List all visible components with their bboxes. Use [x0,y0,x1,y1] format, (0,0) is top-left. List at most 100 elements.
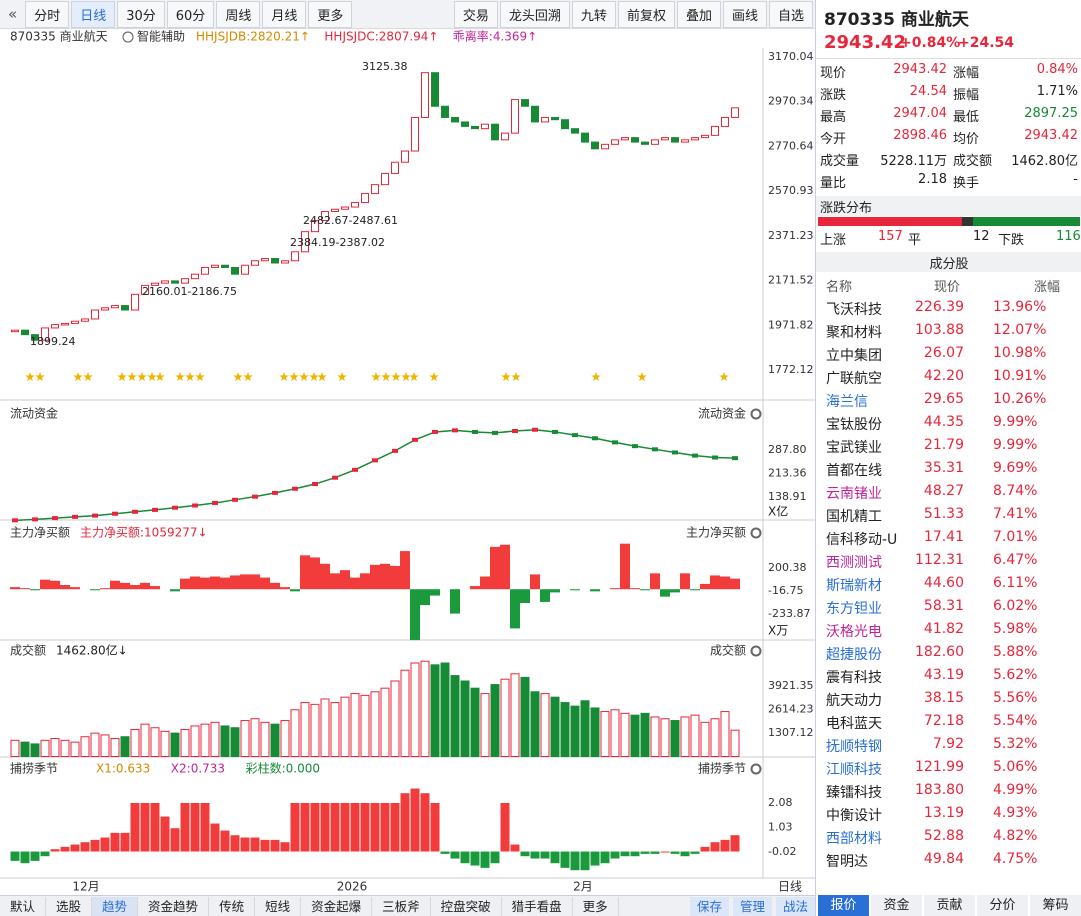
candle [251,260,259,266]
season-bar [420,793,430,852]
quote-title: 870335 商业航天 [824,10,969,30]
netbuy-bar [240,574,250,590]
stock-name[interactable]: 超捷股份 [826,647,882,663]
candle [511,99,519,134]
tool-button[interactable]: 叠加 [676,0,721,28]
settings-icon[interactable] [750,645,762,657]
stock-name[interactable]: 沃格光电 [826,624,882,640]
stock-name[interactable]: 聚和材料 [826,325,882,341]
strategy-tab[interactable]: 资金起爆 [301,896,373,916]
stock-name[interactable]: 东方钽业 [826,601,882,617]
season-bar [680,851,690,857]
stock-change: 7.41% [993,506,1038,522]
action-button[interactable]: 战法 [775,896,815,916]
stock-change: 9.69% [993,460,1038,476]
amount-bar [380,687,390,758]
tool-button[interactable]: 九转 [571,0,616,28]
tool-button[interactable]: 自选 [768,0,813,28]
stock-name[interactable]: 信科移动-U [826,532,898,548]
stock-name[interactable]: 江顺科技 [826,762,882,778]
amount-bar [60,739,70,758]
flow-dot [592,436,598,441]
stock-name[interactable]: 航天动力 [826,693,882,709]
action-button[interactable]: 保存 [689,896,729,916]
panel-tab[interactable]: 筹码 [1030,895,1081,916]
period-tab[interactable]: 周线 [216,0,261,28]
amount-bar [150,727,160,758]
signal-star [409,372,419,381]
strategy-tab[interactable]: 控盘突破 [431,896,502,916]
column-header: 名称 [826,280,853,295]
stock-name[interactable]: 海兰信 [826,394,868,410]
panel-tab[interactable]: 分价 [977,895,1028,916]
strategy-tab[interactable]: 短线 [255,896,302,916]
bottom-bar: 默认 选股 趋势 资金趋势 传统 短线 资金起爆 三板斧 控盘突破 猎手看盘 更多 保存 管理 战法 [0,895,815,916]
stock-name[interactable]: 电科蓝天 [826,716,882,732]
flow-dot [192,503,198,508]
settings-icon[interactable] [750,527,762,539]
quote-label: 换手 [953,176,980,191]
season-bar [140,803,150,852]
price-annotation: 2482.67-2487.61 [303,214,398,227]
axis-tick-label: 2770.64 [768,139,814,152]
stock-name[interactable]: 西测测试 [826,555,882,571]
strategy-tab[interactable]: 猎手看盘 [502,896,573,916]
stock-name[interactable]: 宝钛股份 [826,417,882,433]
stock-name[interactable]: 国机精工 [826,509,882,525]
axis-tick-label: 1971.82 [768,318,814,331]
tool-button[interactable]: 画线 [722,0,767,28]
dist-count: 157 [878,229,903,244]
stock-name[interactable]: 抚顺特钢 [826,739,882,755]
axis-tick-label: 1307.12 [768,726,814,739]
strategy-tab[interactable]: 趋势 [92,896,139,916]
stock-name[interactable]: 云南锗业 [826,486,882,502]
tool-button[interactable]: 交易 [453,0,498,28]
strategy-tab[interactable]: 更多 [573,896,619,916]
candle [601,143,609,150]
action-button[interactable]: 管理 [732,896,772,916]
tool-button[interactable]: 龙头回溯 [499,0,570,28]
stock-price: 112.31 [915,552,964,568]
period-tab[interactable]: 分时 [25,0,70,28]
period-tab[interactable]: 60分 [166,0,215,28]
period-tab[interactable]: 更多 [308,0,353,28]
netbuy-bar [210,576,220,590]
candle [531,105,539,123]
stock-name[interactable]: 宝武镁业 [826,440,882,456]
tool-button[interactable]: 前复权 [617,0,675,28]
stock-name[interactable]: 西部材料 [826,831,882,847]
stock-name[interactable]: 立中集团 [826,348,882,364]
settings-icon[interactable] [750,408,762,420]
strategy-tab[interactable]: 三板斧 [372,896,431,916]
settings-icon[interactable] [750,763,762,775]
panel-tab[interactable]: 资金 [871,895,922,916]
stock-name[interactable]: 震有科技 [826,670,882,686]
candle [551,116,559,121]
netbuy-bar [480,576,490,590]
netbuy-bar [500,544,510,590]
candle [671,137,679,143]
period-tab[interactable]: 月线 [262,0,307,28]
candle [51,324,59,329]
panel-tab[interactable]: 贡献 [924,895,975,916]
strategy-tab[interactable]: 传统 [209,896,256,916]
period-tab[interactable]: 30分 [117,0,165,28]
panel-tab[interactable]: 报价 [818,895,869,916]
stock-name[interactable]: 斯瑞新材 [826,578,882,594]
stock-name[interactable]: 首都在线 [826,463,882,479]
stock-name[interactable]: 臻镭科技 [826,785,882,801]
candle [271,258,279,264]
strategy-tab[interactable]: 默认 [0,896,47,916]
stock-name[interactable]: 广联航空 [826,371,882,387]
strategy-tab[interactable]: 资金趋势 [138,896,210,916]
candle [631,137,639,143]
stock-price: 48.27 [923,483,964,499]
signal-star [73,372,83,381]
stock-name[interactable]: 中衡设计 [826,808,882,824]
signal-star [591,372,601,381]
strategy-tab[interactable]: 选股 [46,896,93,916]
stock-name[interactable]: 飞沃科技 [826,302,882,318]
period-tab[interactable]: 日线 [71,0,116,28]
stock-name[interactable]: 智明达 [826,854,868,870]
candle [221,264,229,268]
